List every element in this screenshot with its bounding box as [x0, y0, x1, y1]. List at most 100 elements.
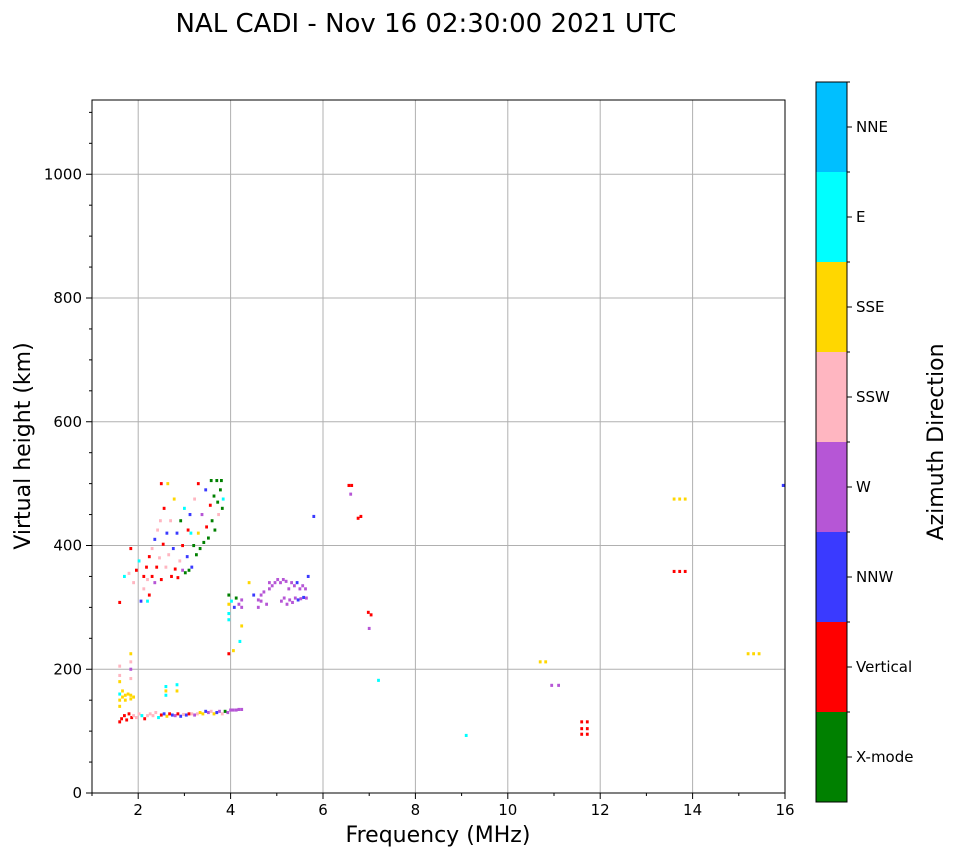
data-point — [142, 574, 146, 578]
data-point — [538, 660, 542, 664]
data-point — [147, 593, 151, 597]
data-point — [132, 695, 135, 699]
data-point — [265, 602, 268, 606]
data-point — [179, 519, 183, 523]
colorbar-tick-label: W — [856, 478, 871, 496]
y-tick-label: 200 — [53, 660, 82, 678]
data-point — [580, 727, 584, 731]
data-point — [120, 717, 123, 721]
colorbar-tick-label: Vertical — [856, 658, 912, 676]
data-point — [129, 547, 133, 551]
y-tick-label: 0 — [72, 784, 82, 802]
data-point — [218, 709, 221, 713]
data-point — [207, 711, 210, 715]
chart-title: NAL CADI - Nov 16 02:30:00 2021 UTC — [176, 9, 677, 39]
data-point — [237, 602, 241, 606]
data-point — [580, 720, 584, 724]
data-point — [159, 519, 162, 523]
data-point — [268, 587, 271, 591]
data-point — [280, 599, 283, 603]
data-point — [125, 718, 129, 722]
data-point — [127, 571, 131, 575]
data-point — [179, 714, 183, 718]
colorbar-segment — [816, 622, 847, 712]
colorbar-label: Azimuth Direction — [924, 343, 949, 540]
data-point — [173, 714, 177, 718]
data-point — [247, 581, 251, 585]
data-point — [752, 652, 755, 656]
data-point — [683, 569, 687, 573]
data-point — [215, 479, 219, 483]
data-point — [168, 712, 171, 716]
data-point — [198, 711, 202, 715]
data-point — [175, 531, 179, 535]
data-point — [121, 689, 124, 693]
data-point — [209, 709, 213, 713]
data-point — [145, 565, 148, 569]
data-point — [118, 692, 122, 696]
data-point — [204, 709, 208, 713]
data-point — [146, 599, 149, 603]
data-point — [183, 506, 186, 510]
data-point — [123, 698, 127, 702]
data-point — [190, 712, 194, 716]
data-point — [377, 678, 380, 682]
data-point — [757, 652, 761, 656]
data-point — [213, 528, 217, 532]
data-point — [167, 553, 171, 557]
data-point — [296, 598, 300, 602]
data-point — [781, 483, 785, 487]
data-point — [295, 581, 299, 585]
data-point — [237, 707, 241, 711]
colorbar-segment — [816, 172, 847, 262]
data-point — [150, 547, 154, 551]
data-point — [118, 698, 122, 702]
data-point — [137, 559, 141, 563]
data-point — [683, 497, 687, 501]
data-point — [153, 581, 157, 585]
data-point — [217, 513, 220, 517]
data-point — [169, 519, 172, 523]
colorbar: X-mode Vertical NNW W SSW SSE E NNE — [815, 81, 913, 803]
data-point — [240, 707, 244, 711]
y-tick-label: 600 — [53, 413, 82, 431]
data-point — [183, 571, 187, 575]
data-point — [118, 664, 122, 668]
data-point — [158, 556, 161, 560]
data-point — [232, 649, 235, 653]
data-point — [299, 597, 303, 601]
data-point — [229, 708, 232, 712]
data-point — [164, 693, 168, 697]
data-point — [270, 584, 274, 588]
data-point — [356, 516, 360, 520]
data-point — [347, 483, 351, 487]
data-point — [256, 605, 260, 609]
data-point — [585, 720, 589, 724]
data-point — [139, 599, 143, 603]
data-point — [153, 537, 157, 541]
data-point — [123, 693, 127, 697]
data-point — [230, 599, 233, 603]
data-point — [196, 712, 199, 716]
x-axis-label: Frequency (MHz) — [346, 823, 531, 848]
data-point — [209, 479, 213, 483]
data-point — [150, 574, 154, 578]
data-point — [171, 547, 175, 551]
data-point — [135, 716, 138, 720]
data-point — [238, 639, 242, 643]
data-point — [349, 492, 353, 496]
data-point — [159, 482, 163, 486]
colorbar-tick-label: NNE — [856, 118, 888, 136]
x-tick-label: 14 — [683, 801, 702, 819]
data-point — [129, 660, 133, 664]
data-point — [302, 595, 305, 599]
data-point — [240, 605, 244, 609]
data-point — [291, 600, 294, 604]
colorbar-segment — [816, 352, 847, 442]
data-point — [187, 568, 191, 572]
colorbar-segment — [816, 82, 847, 172]
x-tick-label: 12 — [591, 801, 610, 819]
data-point — [129, 693, 133, 697]
data-point — [205, 525, 208, 529]
data-point — [170, 574, 173, 578]
